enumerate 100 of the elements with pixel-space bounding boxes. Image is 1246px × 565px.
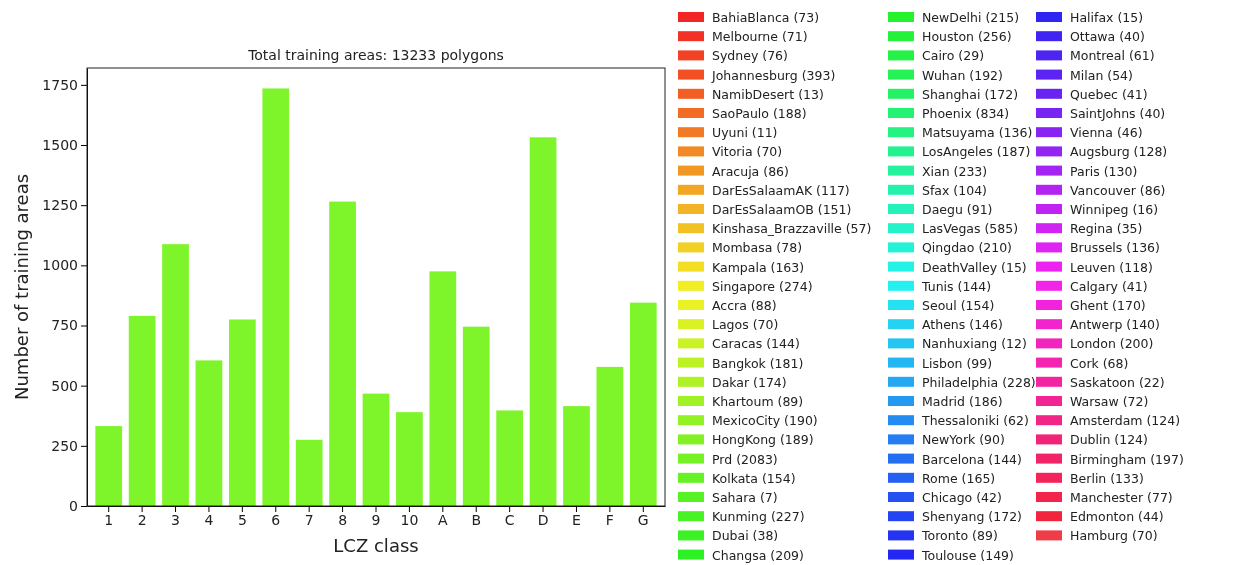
category-label: Vitoria (70) [712, 144, 783, 160]
y-tick-label: 1500 [42, 136, 78, 153]
x-tick-label: 10 [400, 511, 419, 528]
category-label: Edmonton (44) [1070, 509, 1164, 525]
bar [629, 302, 657, 506]
category-label: Sydney (76) [712, 48, 788, 64]
category-label: Cairo (29) [922, 48, 985, 64]
category-label: Rome (165) [922, 470, 996, 486]
category-label: Nanhuxiang (12) [922, 336, 1027, 352]
category-label: Athens (146) [922, 317, 1003, 333]
category-label: Dakar (174) [712, 374, 787, 390]
category-label: Tunis (144) [921, 278, 992, 294]
x-tick-label: G [637, 511, 649, 528]
category-label: Qingdao (210) [922, 240, 1012, 256]
bar [295, 439, 323, 506]
category-label: DarEsSalaamAK (117) [712, 182, 850, 198]
category-label: Barcelona (144) [922, 451, 1022, 467]
category-label: Kinshasa_Brazzaville (57) [712, 221, 872, 237]
category-label: Regina (35) [1070, 221, 1143, 237]
category-label: NamibDesert (13) [712, 86, 824, 102]
category-label: SaintJohns (40) [1070, 106, 1166, 121]
category-label: Dubai (38) [712, 528, 779, 544]
category-label: Lagos (70) [712, 317, 779, 333]
x-tick-label: C [504, 511, 515, 528]
category-label: LosAngeles (187) [922, 144, 1031, 160]
bar [128, 315, 156, 506]
category-label: Matsuyama (136) [922, 125, 1033, 141]
y-tick-label: 0 [69, 497, 78, 514]
bar [362, 393, 390, 506]
x-tick-label: D [537, 511, 549, 528]
x-tick-label: E [572, 511, 581, 528]
x-tick-label: 7 [304, 511, 314, 528]
category-label: Vancouver (86) [1070, 182, 1166, 198]
category-label: Uyuni (11) [712, 125, 778, 141]
category-label: Warsaw (72) [1070, 394, 1149, 409]
category-label: Montreal (61) [1070, 48, 1155, 64]
category-label: Chicago (42) [922, 490, 1002, 505]
bar [195, 360, 223, 506]
category-label: Shanghai (172) [922, 86, 1019, 102]
bar [563, 406, 590, 506]
category-label: Cork (68) [1070, 355, 1129, 371]
category-label: Houston (256) [922, 29, 1012, 45]
category-label: Toronto (89) [921, 528, 998, 544]
category-label: London (200) [1070, 336, 1154, 352]
y-tick-label: 250 [51, 437, 78, 454]
category-label: Shenyang (172) [922, 509, 1022, 525]
bar [429, 271, 457, 506]
category-label: Berlin (133) [1070, 470, 1144, 486]
category-label: Melbourne (71) [712, 29, 808, 45]
category-label: Mombasa (78) [712, 240, 803, 256]
x-tick-label: 2 [137, 511, 147, 528]
category-label: LasVegas (585) [922, 221, 1019, 237]
x-tick-label: F [605, 511, 614, 528]
category-label: NewYork (90) [922, 432, 1005, 448]
category-label: Brussels (136) [1070, 240, 1160, 256]
category-label: DarEsSalaamOB (151) [712, 202, 852, 217]
bar [228, 319, 256, 506]
category-label: Winnipeg (16) [1070, 202, 1159, 217]
y-axis-title: Number of training areas [11, 173, 32, 401]
category-label: Daegu (91) [922, 202, 993, 217]
category-label: Kampala (163) [712, 259, 805, 275]
category-label: Accra (88) [712, 298, 777, 313]
category-label: Sfax (104) [922, 182, 987, 198]
bar [496, 410, 524, 506]
category-label: Thessaloniki (62) [921, 413, 1029, 429]
bar [596, 366, 624, 506]
category-label: Halifax (15) [1070, 10, 1144, 25]
bar [262, 88, 290, 506]
category-label: Antwerp (140) [1070, 317, 1160, 333]
bar [462, 326, 490, 506]
category-label: Kolkata (154) [712, 470, 796, 486]
y-tick-label: 1750 [42, 76, 78, 93]
x-tick-label: 9 [371, 511, 381, 528]
category-label: Hamburg (70) [1070, 528, 1158, 544]
category-label: Ghent (170) [1070, 298, 1146, 313]
category-label: Phoenix (834) [922, 106, 1010, 121]
bar [529, 137, 557, 506]
category-label: Dublin (124) [1070, 432, 1148, 448]
category-label: Milan (54) [1070, 67, 1133, 83]
category-label: Khartoum (89) [712, 394, 804, 409]
category-label: Toulouse (149) [921, 547, 1014, 563]
category-label: Birmingham (197) [1070, 451, 1184, 467]
bar [95, 426, 123, 506]
category-label: Lisbon (99) [922, 355, 993, 371]
category-label: Xian (233) [922, 163, 988, 179]
x-axis-title: LCZ class [333, 535, 419, 556]
category-label: Bangkok (181) [712, 355, 804, 371]
category-label: Amsterdam (124) [1070, 413, 1181, 429]
chart-title: Total training areas: 13233 polygons [247, 47, 504, 63]
bar [329, 201, 356, 506]
category-label: NewDelhi (215) [922, 10, 1020, 25]
x-tick-label: B [471, 511, 482, 528]
category-label: Prd (2083) [712, 451, 778, 467]
category-label: DeathValley (15) [922, 259, 1027, 275]
x-tick-label: 6 [271, 511, 281, 528]
category-label: Manchester (77) [1070, 490, 1173, 505]
category-label: Wuhan (192) [922, 67, 1003, 83]
category-label: Leuven (118) [1070, 259, 1153, 275]
category-label: Singapore (274) [712, 278, 813, 294]
category-label: Saskatoon (22) [1070, 374, 1165, 390]
